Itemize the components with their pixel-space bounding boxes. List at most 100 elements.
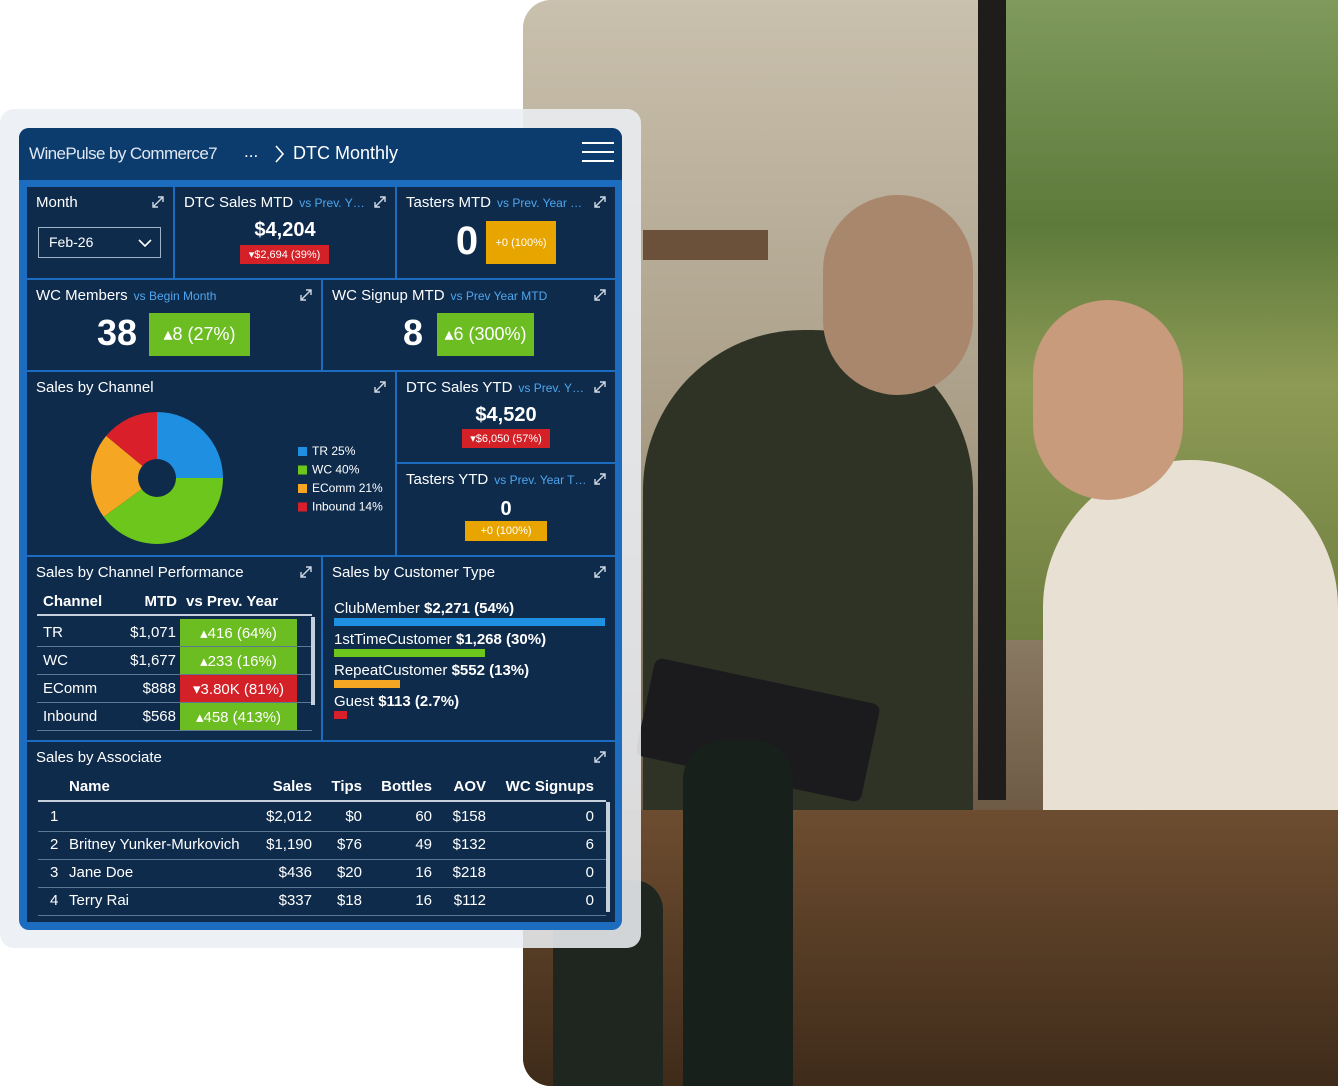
expand-button[interactable]	[373, 380, 387, 394]
pie-slice	[91, 435, 157, 517]
customer-sales: $552	[451, 662, 485, 679]
customer-sales: $2,271	[424, 600, 470, 617]
window-frame	[978, 0, 1006, 800]
expand-button[interactable]	[593, 472, 607, 486]
table-cell: $112	[453, 892, 486, 909]
title-text: Tasters YTD	[406, 471, 489, 488]
header-rule	[38, 800, 606, 802]
expand-icon	[152, 196, 164, 208]
column-header: Name	[69, 778, 110, 795]
expand-button[interactable]	[593, 565, 607, 579]
column-header: Bottles	[381, 778, 432, 795]
table-cell: $436	[278, 864, 312, 881]
column-header: MTD	[144, 593, 178, 610]
kpi-delta: ▾$6,050 (57%)	[462, 429, 550, 448]
bar	[334, 618, 605, 626]
expand-button[interactable]	[151, 195, 165, 209]
tile-title: Tasters MTD vs Prev. Year …	[406, 194, 582, 211]
chevron	[275, 145, 285, 163]
customer-share: (13%)	[489, 662, 530, 679]
row-rule	[37, 730, 312, 731]
kpi-value: 8	[402, 312, 424, 353]
shelf	[643, 230, 768, 260]
pie-hole	[138, 459, 176, 497]
pie-slice	[157, 412, 223, 478]
table-cell: 16	[415, 864, 432, 881]
expand-icon	[374, 196, 386, 208]
customer-row: Guest $113 (2.7%)	[334, 693, 459, 710]
table-cell: 49	[415, 836, 432, 853]
legend-value: 14%	[359, 500, 383, 514]
legend-value: 40%	[335, 463, 359, 477]
expand-button[interactable]	[593, 195, 607, 209]
column-header: WC Signups	[505, 778, 594, 795]
channel-name: WC	[43, 652, 68, 669]
row-rule	[37, 646, 312, 647]
expand-icon	[594, 566, 606, 578]
table-cell: $18	[336, 892, 362, 909]
pie-slice	[106, 412, 157, 478]
table-cell: 0	[585, 808, 594, 825]
dropdown-icon	[138, 239, 152, 248]
customer-share: (30%)	[506, 631, 547, 648]
kpi-delta: ▴6 (300%)	[437, 313, 534, 356]
title-text: Sales by Customer Type	[332, 564, 496, 581]
expand-icon	[594, 473, 606, 485]
customer-name: ClubMember	[334, 600, 420, 617]
table-cell: Britney Yunker-Murkovich	[69, 836, 240, 853]
expand-button[interactable]	[299, 288, 313, 302]
customer-name: Guest	[334, 693, 375, 710]
month-select[interactable]: Feb-26	[38, 227, 161, 258]
tile-title: DTC Sales YTD vs Prev. Y…	[406, 379, 584, 396]
customer-sales: $1,268	[455, 631, 502, 648]
table-cell: $158	[452, 808, 486, 825]
channel-mtd: $888	[142, 680, 176, 697]
table-cell: $20	[336, 864, 362, 881]
legend-name: TR	[312, 444, 328, 458]
legend-value: 25%	[331, 444, 355, 458]
expand-icon	[594, 751, 606, 763]
legend-name: Inbound	[312, 500, 355, 514]
expand-button[interactable]	[593, 750, 607, 764]
page-title: DTC Monthly	[293, 143, 399, 163]
legend-label: TR 25%	[312, 444, 356, 458]
customer-row: RepeatCustomer $552 (13%)	[334, 662, 529, 679]
column-header: Tips	[331, 778, 362, 795]
table-cell: $1,190	[266, 836, 312, 853]
expand-button[interactable]	[593, 380, 607, 394]
head	[1033, 300, 1183, 500]
tile-title: Tasters YTD vs Prev. Year T…	[406, 471, 587, 488]
compare-label: vs Prev. Year T…	[494, 473, 587, 487]
table-cell: 3	[50, 864, 59, 881]
customer-row: ClubMember $2,271 (54%)	[334, 600, 514, 617]
legend-swatch	[298, 447, 307, 456]
expand-button[interactable]	[373, 195, 387, 209]
header: WinePulse by Commerce7 ... DTC Monthly	[19, 128, 622, 180]
table-cell: 1	[50, 808, 59, 825]
tile-title: Sales by Associate	[36, 749, 162, 766]
breadcrumb[interactable]: ...	[244, 142, 259, 161]
kpi-value: 0	[455, 219, 479, 263]
compare-label: vs Begin Month	[133, 289, 217, 303]
expand-button[interactable]	[593, 288, 607, 302]
title-text: DTC Sales MTD	[184, 194, 294, 211]
channel-delta: ▴458 (413%)	[180, 703, 297, 730]
expand-icon	[300, 566, 312, 578]
expand-button[interactable]	[299, 565, 313, 579]
expand-icon	[594, 289, 606, 301]
scrollbar	[606, 802, 610, 912]
row-rule	[38, 831, 606, 832]
table-cell: $0	[345, 808, 362, 825]
kpi-delta: ▴8 (27%)	[149, 313, 250, 356]
pie-chart: TR 25% WC 40% EComm 21% Inbound 14%	[91, 412, 383, 544]
table-cell: 60	[415, 808, 432, 825]
customer-sales: $113	[378, 693, 411, 710]
customer-row: 1stTimeCustomer $1,268 (30%)	[334, 631, 546, 648]
customer-share: (2.7%)	[414, 693, 460, 710]
bar	[334, 680, 400, 688]
compare-label: vs Prev Year MTD	[450, 289, 548, 303]
menu-button[interactable]	[581, 141, 615, 163]
tile: DTC Sales YTD vs Prev. Y… $4,520 ▾$6,050 (5…	[397, 372, 615, 462]
row-rule	[37, 702, 312, 703]
